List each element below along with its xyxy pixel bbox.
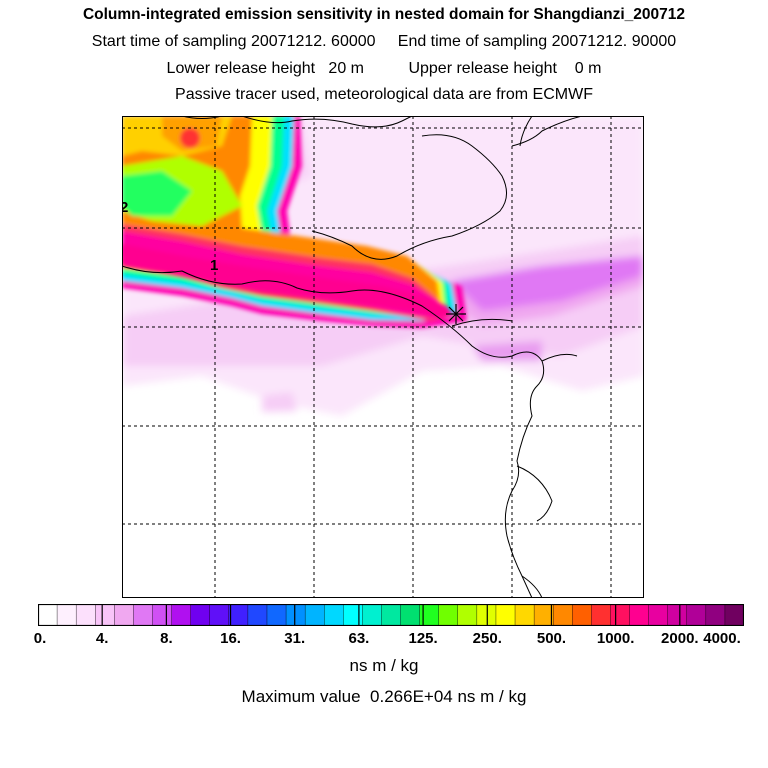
coastline [122,116,583,598]
colorbar-tick-label: 63. [348,630,370,647]
colorbar [38,604,744,626]
lat-lon-grid [122,116,644,598]
colorbar-swatch [209,604,230,626]
colorbar-swatch [171,604,192,626]
colorbar-swatch [667,604,688,626]
colorbar-tick-label: 0. [33,630,47,647]
colorbar-swatch [95,604,116,626]
colorbar-swatch [724,604,744,626]
sensitivity-map: 2 1 [122,116,644,598]
colorbar-swatch [495,604,516,626]
colorbar-swatch [324,604,345,626]
map-frame [122,116,644,598]
colorbar-tick-label: 8. [160,630,173,647]
colorbar-swatch [552,604,574,626]
colorbar-tick-label: 500. [536,630,567,647]
colorbar-swatch [343,604,364,626]
colorbar-swatch [514,604,535,626]
contour-label-1: 1 [210,257,218,274]
colorbar-tick-label: 1000. [596,630,635,647]
colorbar-swatch [457,604,478,626]
colorbar-swatch [381,604,402,626]
colorbar-swatch [400,604,421,626]
colorbar-swatch [247,604,268,626]
colorbar-tick-label: 125. [408,630,438,647]
colorbar-swatch [362,604,383,626]
colorbar-swatch [304,604,326,626]
colorbar-swatch [572,604,593,626]
contour-label-2: 2 [122,199,128,216]
colorbar-tick-label: 2000. [661,630,699,647]
release-height-line: Lower release height 20 m Upper release … [166,60,602,77]
colorbar-swatch [152,604,173,626]
colorbar-swatch [629,604,650,626]
colorbar-swatch [648,604,669,626]
sampling-time-line: Start time of sampling 20071212. 60000 E… [91,33,677,50]
maximum-value-text: Maximum value 0.266E+04 ns m / kg [241,687,527,706]
colorbar-tick-label: 31. [284,630,306,647]
colorbar-swatch [228,604,249,626]
colorbar-swatch [438,604,459,626]
colorbar-tick-label: 4000. [703,630,741,647]
plot-title: Column-integrated emission sensitivity i… [82,6,686,23]
colorbar-swatch [285,604,306,626]
colorbar-swatch [56,604,77,626]
colorbar-swatch [591,604,612,626]
colorbar-swatch [133,604,154,626]
star-icon [446,304,466,324]
colorbar-swatch [114,604,135,626]
colorbar-units: ns m / kg [349,656,419,675]
colorbar-swatch [705,604,726,626]
colorbar-swatch [266,604,287,626]
colorbar-swatch [38,604,58,626]
colorbar-swatch [533,604,554,626]
emission-field [122,116,644,416]
tracer-info-line: Passive tracer used, meteorological data… [175,86,593,103]
colorbar-swatch [686,604,707,626]
colorbar-tick-label: 4. [95,630,109,647]
colorbar-swatch [75,604,97,626]
colorbar-swatch [610,604,631,626]
colorbar-tick-label: 250. [472,630,502,647]
colorbar-tick-label: 16. [220,630,241,647]
colorbar-swatch [190,604,211,626]
